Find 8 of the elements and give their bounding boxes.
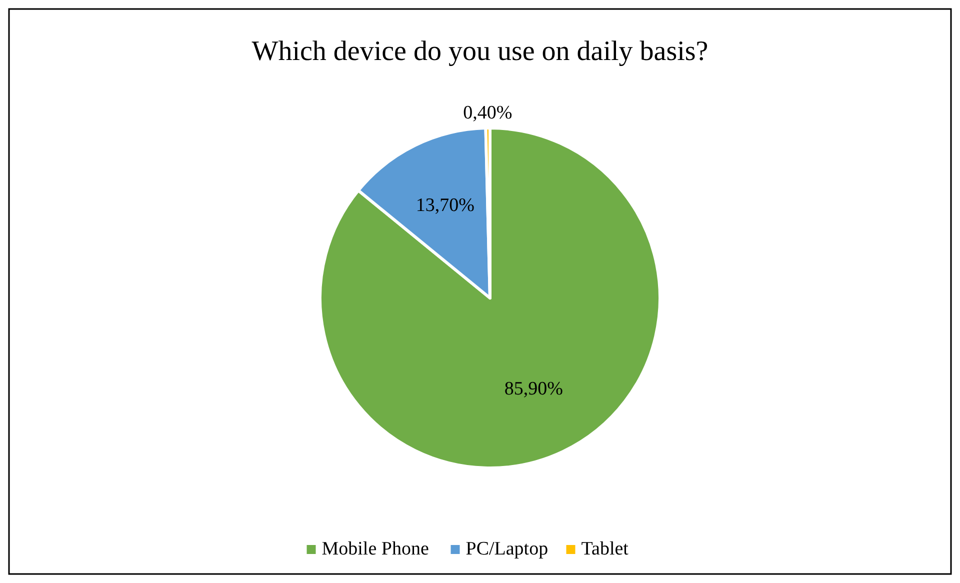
data-label: 0,40% (463, 102, 512, 124)
data-label: 13,70% (416, 194, 475, 216)
pie-slice (318, 126, 662, 470)
chart-title: Which device do you use on daily basis? (252, 36, 708, 67)
legend-label: Mobile Phone (322, 538, 429, 560)
legend-label: PC/Laptop (466, 538, 548, 560)
legend-label: Tablet (581, 538, 630, 560)
data-label: 85,90% (504, 378, 564, 400)
